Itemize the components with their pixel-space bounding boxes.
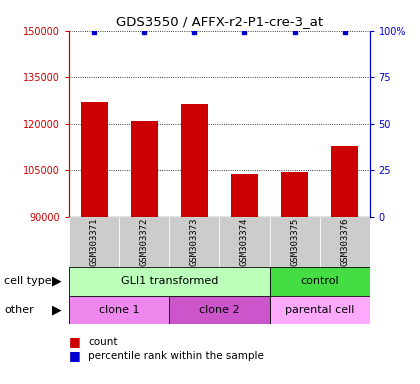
Text: percentile rank within the sample: percentile rank within the sample bbox=[88, 351, 264, 361]
Text: ▶: ▶ bbox=[52, 275, 61, 288]
Text: clone 1: clone 1 bbox=[99, 305, 139, 315]
Bar bbox=[69, 267, 270, 296]
Bar bbox=[220, 217, 270, 267]
Text: control: control bbox=[300, 276, 339, 286]
Bar bbox=[331, 146, 358, 217]
Text: ▶: ▶ bbox=[52, 304, 61, 316]
Text: GSM303372: GSM303372 bbox=[140, 218, 149, 266]
Text: parental cell: parental cell bbox=[285, 305, 354, 315]
Text: other: other bbox=[4, 305, 34, 315]
Bar bbox=[81, 102, 108, 217]
Bar bbox=[231, 174, 258, 217]
Text: GSM303376: GSM303376 bbox=[340, 218, 349, 266]
Text: ■: ■ bbox=[69, 335, 81, 348]
Text: GSM303375: GSM303375 bbox=[290, 218, 299, 266]
Text: GSM303371: GSM303371 bbox=[90, 218, 99, 266]
Bar bbox=[169, 217, 220, 267]
Bar bbox=[119, 217, 169, 267]
Bar bbox=[69, 296, 169, 324]
Bar bbox=[69, 217, 119, 267]
Text: GSM303374: GSM303374 bbox=[240, 218, 249, 266]
Bar bbox=[270, 267, 370, 296]
Title: GDS3550 / AFFX-r2-P1-cre-3_at: GDS3550 / AFFX-r2-P1-cre-3_at bbox=[116, 15, 323, 28]
Bar bbox=[131, 121, 158, 217]
Text: GLI1 transformed: GLI1 transformed bbox=[121, 276, 218, 286]
Bar bbox=[320, 217, 370, 267]
Text: cell type: cell type bbox=[4, 276, 52, 286]
Bar bbox=[270, 296, 370, 324]
Bar bbox=[181, 104, 208, 217]
Bar bbox=[169, 296, 270, 324]
Bar bbox=[281, 172, 308, 217]
Text: count: count bbox=[88, 337, 118, 347]
Bar bbox=[270, 217, 320, 267]
Text: ■: ■ bbox=[69, 349, 81, 362]
Text: GSM303373: GSM303373 bbox=[190, 218, 199, 266]
Text: clone 2: clone 2 bbox=[199, 305, 240, 315]
